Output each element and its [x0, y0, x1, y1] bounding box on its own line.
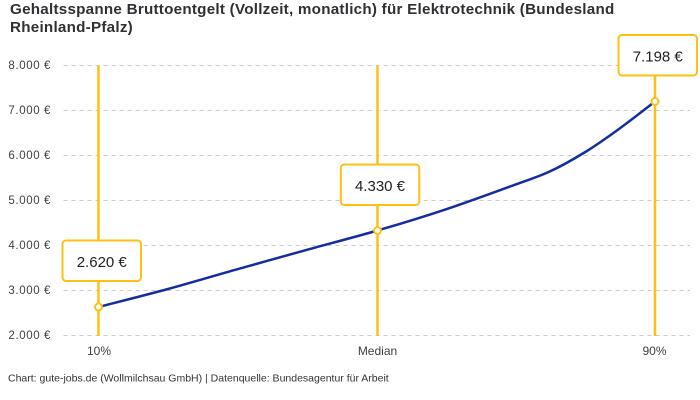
svg-text:Chart: gute-jobs.de (Wollmilch: Chart: gute-jobs.de (Wollmilchsau GmbH) … [8, 373, 389, 385]
svg-text:8.000 €: 8.000 € [8, 60, 51, 72]
svg-text:10%: 10% [87, 344, 111, 358]
svg-text:7.000 €: 7.000 € [8, 105, 51, 117]
svg-text:Rheinland-Pfalz): Rheinland-Pfalz) [10, 19, 133, 36]
svg-text:Gehaltsspanne Bruttoentgelt (V: Gehaltsspanne Bruttoentgelt (Vollzeit, m… [10, 1, 615, 18]
svg-text:90%: 90% [642, 344, 666, 358]
svg-text:Median: Median [358, 344, 397, 358]
svg-text:7.198 €: 7.198 € [633, 49, 684, 66]
svg-text:2.000 €: 2.000 € [8, 330, 51, 342]
svg-text:4.330 €: 4.330 € [355, 178, 406, 195]
svg-text:6.000 €: 6.000 € [8, 150, 51, 162]
svg-text:4.000 €: 4.000 € [8, 240, 51, 252]
svg-text:3.000 €: 3.000 € [8, 285, 51, 297]
svg-text:5.000 €: 5.000 € [8, 195, 51, 207]
svg-text:2.620 €: 2.620 € [77, 254, 128, 271]
